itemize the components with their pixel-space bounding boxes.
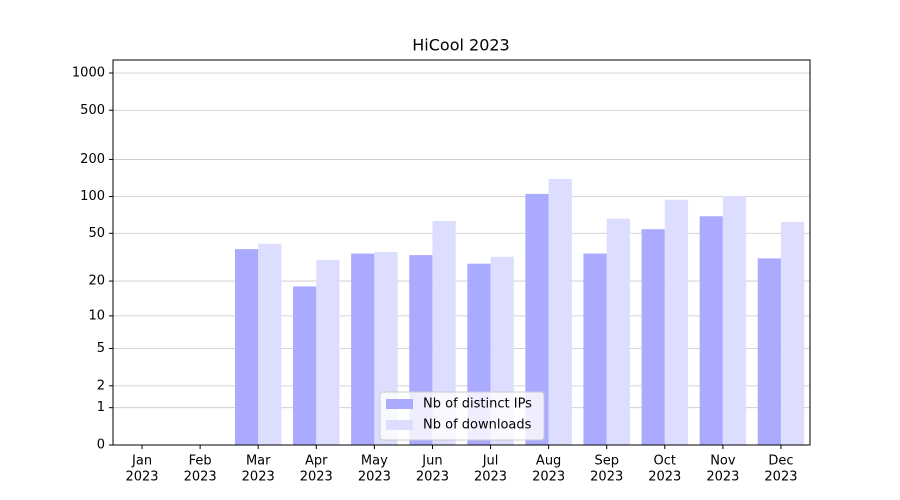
- y-tick-label: 500: [80, 103, 105, 118]
- x-tick-label: Mar: [246, 454, 271, 469]
- bar: [234, 249, 259, 445]
- chart-title: HiCool 2023: [412, 36, 509, 55]
- bar: [293, 286, 317, 445]
- plot-frame: [112, 59, 811, 446]
- bar: [316, 260, 340, 445]
- bar: [525, 193, 549, 445]
- x-tick-label: 2023: [764, 470, 797, 485]
- x-tick-label: Apr: [305, 454, 328, 469]
- x-tick-label: 2023: [532, 470, 565, 485]
- bar: [757, 258, 781, 445]
- x-tick-label: 2023: [590, 470, 623, 485]
- x-tick-label: Aug: [536, 454, 561, 469]
- bar: [780, 221, 805, 445]
- y-tick-label: 20: [88, 274, 105, 289]
- bar: [699, 216, 723, 445]
- bar: [641, 229, 665, 445]
- y-tick-label: 1: [97, 400, 105, 415]
- x-tick-label: Oct: [654, 454, 676, 469]
- y-tick-label: 2: [97, 378, 105, 393]
- legend-swatch: [386, 399, 413, 409]
- legend-box: [379, 391, 545, 441]
- bar: [548, 178, 572, 446]
- x-tick-label: 2023: [300, 470, 333, 485]
- legend-swatch: [386, 420, 413, 430]
- bar: [351, 253, 375, 445]
- x-tick-label: 2023: [358, 470, 391, 485]
- bar: [606, 218, 630, 445]
- bar: [664, 199, 689, 445]
- x-tick-label: May: [361, 454, 388, 469]
- y-tick-label: 100: [80, 189, 105, 204]
- y-tick-label: 10: [88, 308, 105, 323]
- x-tick-label: 2023: [416, 470, 449, 485]
- x-tick-label: Jul: [482, 454, 499, 469]
- bar: [583, 253, 607, 445]
- y-tick-label: 1000: [72, 65, 105, 80]
- x-tick-label: 2023: [125, 470, 158, 485]
- x-tick-label: 2023: [184, 470, 217, 485]
- x-tick-label: Feb: [189, 454, 212, 469]
- bar: [722, 195, 747, 445]
- x-tick-label: Jun: [421, 454, 442, 469]
- y-tick-label: 50: [88, 226, 105, 241]
- x-tick-label: 2023: [474, 470, 507, 485]
- legend-label: Nb of distinct IPs: [423, 397, 532, 412]
- x-tick-label: 2023: [648, 470, 681, 485]
- legend-label: Nb of downloads: [423, 418, 532, 433]
- y-tick-label: 0: [97, 438, 105, 453]
- bar: [258, 243, 282, 445]
- x-tick-label: 2023: [242, 470, 275, 485]
- y-tick-label: 5: [97, 341, 105, 356]
- bar: [432, 221, 456, 445]
- x-tick-label: Sep: [594, 454, 619, 469]
- x-tick-label: 2023: [706, 470, 739, 485]
- x-tick-label: Nov: [710, 454, 736, 469]
- x-tick-label: Dec: [768, 454, 793, 469]
- x-tick-label: Jan: [131, 454, 152, 469]
- y-tick-label: 200: [80, 152, 105, 167]
